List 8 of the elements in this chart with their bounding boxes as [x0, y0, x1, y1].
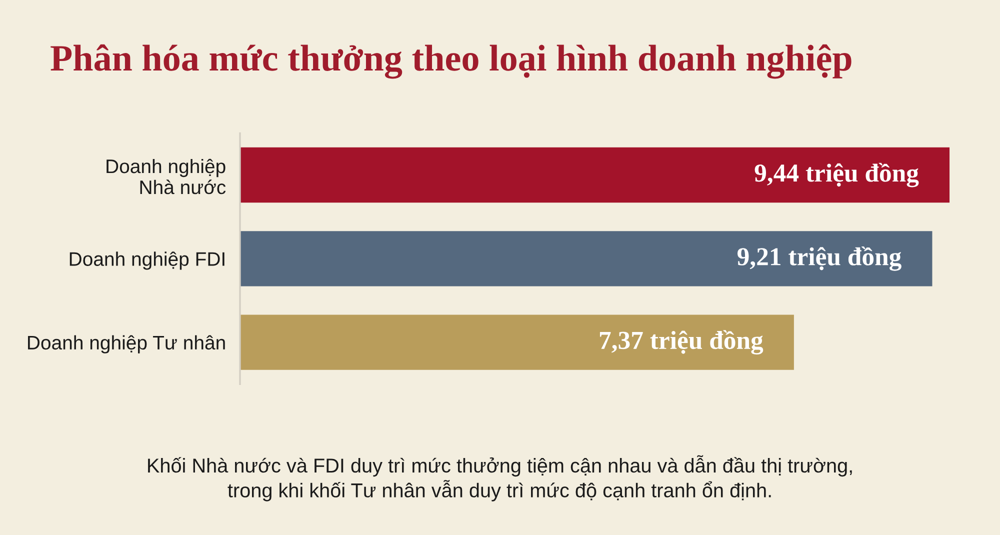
data-label: 7,37 triệu đồng [600, 330, 764, 354]
data-label: 9,44 triệu đồng [754, 162, 919, 188]
y-tick-label: Doanh nghiệp Nhà nước [106, 158, 226, 194]
y-tick-label: Doanh nghiệp Tư nhân [28, 335, 225, 354]
chart-title: Phân hóa mức thưởng theo loại hình doanh nghiệp [50, 44, 852, 79]
text: Khối Nhà nước và FDI duy trì mức thưởng tiệm cận nhau và dẫn đầu thị trường, trong khi khối Tư nhân vẫn duy trì mức độ cạnh tranh ổn định. [148, 455, 852, 502]
data-label: 9,21 triệu đồng [738, 246, 902, 271]
y-tick-label: Doanh nghiệp FDI [70, 252, 224, 270]
